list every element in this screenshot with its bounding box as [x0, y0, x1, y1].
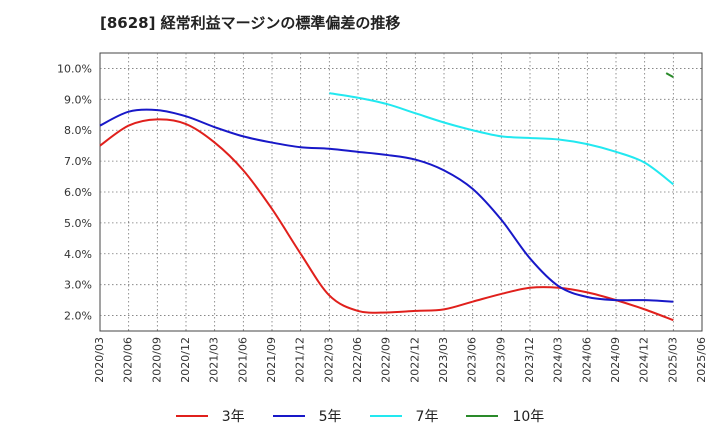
- x-tick-label: 2021/03: [208, 337, 221, 383]
- y-tick-label: 5.0%: [64, 217, 92, 230]
- legend-label: 5年: [318, 409, 342, 425]
- chart-legend: 3年 5年 7年 10年: [0, 405, 720, 426]
- x-tick-label: 2021/06: [236, 337, 249, 383]
- y-tick-label: 8.0%: [64, 124, 92, 137]
- series-line-4: [665, 72, 674, 78]
- x-tick-label: 2022/06: [351, 337, 364, 383]
- legend-swatch: [466, 415, 499, 417]
- y-tick-label: 7.0%: [64, 155, 92, 168]
- x-tick-label: 2021/12: [294, 337, 307, 383]
- x-tick-label: 2023/03: [437, 337, 450, 383]
- x-tick-label: 2022/03: [322, 337, 335, 383]
- y-tick-label: 6.0%: [64, 186, 92, 199]
- legend-item: 5年: [272, 406, 342, 426]
- x-tick-label: 2020/06: [122, 337, 135, 383]
- x-tick-label: 2023/06: [466, 337, 479, 383]
- y-tick-label: 2.0%: [64, 310, 92, 323]
- legend-item: 3年: [175, 406, 245, 426]
- x-tick-label: 2020/09: [150, 337, 163, 383]
- legend-label: 7年: [415, 409, 439, 425]
- y-tick-label: 10.0%: [57, 62, 92, 75]
- legend-item: 7年: [369, 406, 439, 426]
- legend-label: 3年: [221, 409, 245, 425]
- y-tick-label: 4.0%: [64, 248, 92, 261]
- x-tick-label: 2022/09: [380, 337, 393, 383]
- legend-label: 10年: [512, 409, 545, 425]
- x-tick-label: 2020/12: [179, 337, 192, 383]
- y-tick-label: 3.0%: [64, 279, 92, 292]
- x-tick-label: 2023/09: [494, 337, 507, 383]
- legend-swatch: [175, 415, 208, 417]
- x-tick-label: 2022/12: [408, 337, 421, 383]
- x-tick-label: 2025/06: [695, 337, 708, 383]
- y-tick-label: 9.0%: [64, 93, 92, 106]
- legend-item: 10年: [466, 406, 544, 426]
- x-tick-label: 2024/03: [552, 337, 565, 383]
- x-tick-label: 2024/12: [638, 337, 651, 383]
- series-line-3: [329, 92, 674, 186]
- x-tick-label: 2025/03: [666, 337, 679, 383]
- x-tick-label: 2024/09: [609, 337, 622, 383]
- x-tick-label: 2021/09: [265, 337, 278, 383]
- x-tick-label: 2024/06: [580, 337, 593, 383]
- legend-swatch: [369, 415, 402, 417]
- series-line-2: [99, 108, 674, 303]
- x-tick-label: 2020/03: [93, 337, 106, 383]
- series-line-1: [99, 118, 674, 322]
- chart-title: [8628] 経常利益マージンの標準偏差の推移: [100, 14, 401, 32]
- legend-swatch: [272, 415, 305, 417]
- x-tick-label: 2023/12: [523, 337, 536, 383]
